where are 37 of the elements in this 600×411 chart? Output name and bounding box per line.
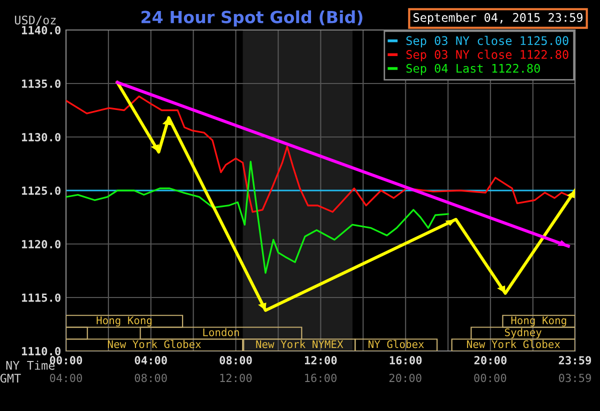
text: 03:59 bbox=[559, 374, 591, 382]
annotation: New York Globex bbox=[108, 340, 201, 348]
x-tick-label: 20:00 bbox=[474, 356, 507, 364]
x-tick-label: 04:00 bbox=[134, 356, 167, 364]
line-series bbox=[66, 160, 449, 274]
x-tick-label: 12:00 bbox=[304, 356, 337, 364]
y-axis-title: USD/oz bbox=[14, 16, 56, 26]
text: 12:00 bbox=[220, 374, 252, 382]
y-tick-label: 1110.0 bbox=[22, 346, 60, 356]
x-tick-label: 23:59 bbox=[558, 356, 592, 365]
text: 04:00 bbox=[50, 374, 82, 382]
text: 20:00 bbox=[389, 374, 422, 382]
x-tick-label: 16:00 bbox=[390, 356, 422, 364]
x-tick-label: 08:00 bbox=[220, 356, 252, 364]
annotation: London bbox=[203, 328, 239, 336]
annotation: Hong Kong bbox=[511, 316, 566, 326]
y-tick-label: 1135.0 bbox=[22, 79, 60, 88]
text: GMT bbox=[0, 374, 21, 383]
text: 16:00 bbox=[305, 374, 337, 382]
annotation: New York NYMEX bbox=[256, 340, 344, 348]
y-tick-label: 1130.0 bbox=[22, 132, 60, 142]
legend-label: Sep 03 NY close 1122.80 bbox=[406, 50, 568, 62]
text: 08:00 bbox=[134, 374, 167, 382]
annotation: Sydney bbox=[504, 328, 542, 338]
text: 00:00 bbox=[474, 374, 506, 382]
annotation: New York Globex bbox=[467, 340, 560, 348]
y-tick-label: 1115.0 bbox=[22, 293, 60, 302]
legend-label: Sep 04 Last 1122.80 bbox=[406, 64, 540, 76]
chart-title: 24 Hour Spot Gold (Bid) bbox=[142, 10, 362, 27]
line-series bbox=[116, 80, 575, 312]
annotation: NY Globex bbox=[368, 340, 424, 348]
chart-subtitle: September 04, 2015 23:59 bbox=[414, 12, 582, 24]
y-tick-label: 1120.0 bbox=[22, 240, 60, 248]
annotation: Hong Kong bbox=[96, 316, 152, 326]
legend-label: Sep 03 NY close 1125.00 bbox=[406, 36, 568, 48]
y-tick-label: 1125.0 bbox=[22, 186, 60, 195]
y-tick-label: 1140.0 bbox=[22, 26, 60, 34]
